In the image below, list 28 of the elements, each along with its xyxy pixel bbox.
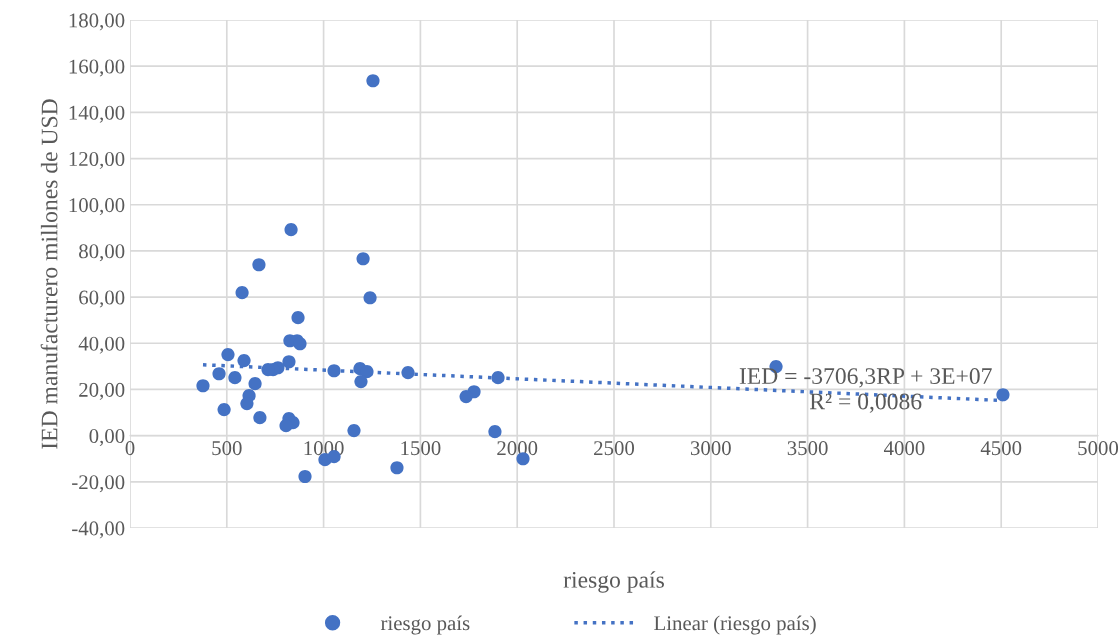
y-tick-label: 20,00 bbox=[79, 382, 125, 400]
legend-label: riesgo país bbox=[380, 615, 470, 635]
y-axis-title: IED manufacturero millones de USD bbox=[40, 99, 58, 449]
y-tick-label: 140,00 bbox=[69, 105, 125, 123]
legend-label: Linear (riesgo país) bbox=[654, 615, 816, 635]
annotation: R² = 0,0086 bbox=[809, 393, 922, 413]
x-axis-title: riesgo país bbox=[563, 571, 664, 593]
y-tick-label: 60,00 bbox=[79, 290, 125, 308]
y-tick-label: -20,00 bbox=[72, 475, 125, 493]
x-tick-label: 3000 bbox=[690, 441, 731, 456]
y-tick-label: 100,00 bbox=[69, 198, 125, 216]
y-tick-label: -40,00 bbox=[72, 521, 125, 539]
x-tick-label: 4000 bbox=[883, 441, 925, 456]
x-tick-label: 500 bbox=[212, 441, 242, 456]
y-tick-label: 80,00 bbox=[79, 244, 125, 262]
y-tick-label: 0,00 bbox=[89, 429, 125, 447]
y-tick-label: 120,00 bbox=[69, 151, 125, 169]
y-tick-label: 180,00 bbox=[69, 13, 125, 31]
annotation: IED = -3706,3RP + 3E+07 bbox=[739, 368, 992, 388]
x-tick-label: 2000 bbox=[497, 441, 538, 456]
x-tick-label: 4500 bbox=[980, 441, 1022, 456]
y-tick-label: 160,00 bbox=[69, 59, 125, 77]
x-tick-label: 3500 bbox=[787, 441, 828, 456]
y-tick-label: 40,00 bbox=[78, 336, 125, 354]
x-tick-label: 2500 bbox=[594, 441, 635, 456]
x-tick-label: 0 bbox=[125, 441, 135, 456]
x-tick-label: 5000 bbox=[1078, 441, 1118, 456]
x-tick-label: 1500 bbox=[401, 441, 441, 456]
